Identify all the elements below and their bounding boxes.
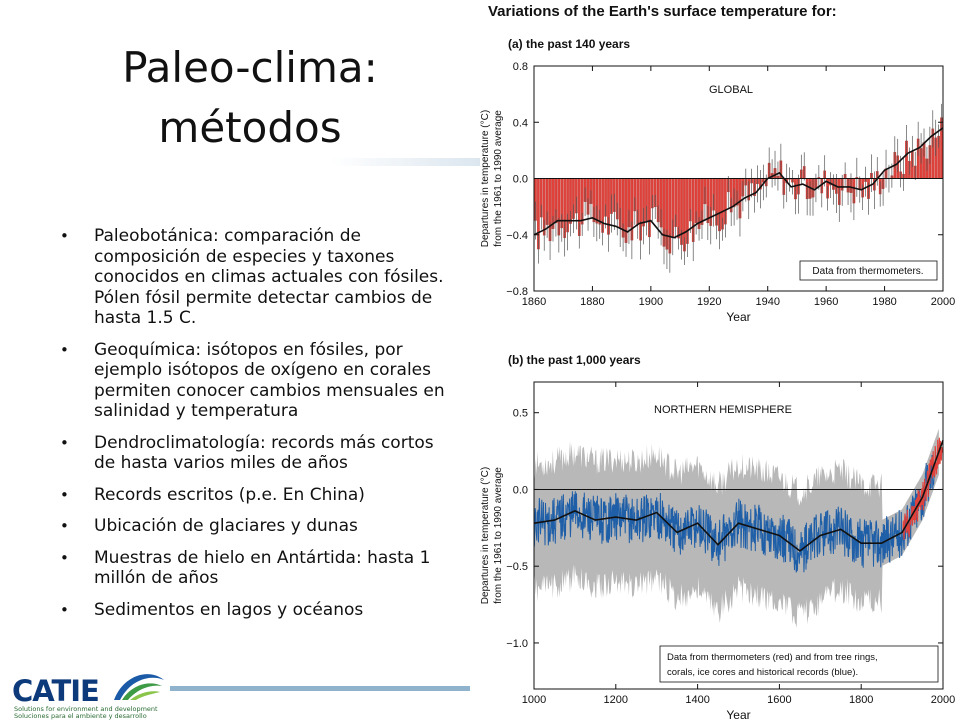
bullet-dot-icon: • <box>60 340 69 359</box>
bullet-dot-icon: • <box>60 517 69 535</box>
x-tick-label: 1900 <box>639 296 663 308</box>
x-tick-label: 1880 <box>580 296 604 308</box>
x-tick-label: 1860 <box>522 296 546 308</box>
slide-title-line-1: Paleo-clima: <box>122 43 378 92</box>
catie-logo: CATIE Solutions for environment and deve… <box>12 668 172 720</box>
y-tick-label: −0.5 <box>506 561 528 573</box>
bullet-dot-icon: • <box>60 548 69 567</box>
bullet-item: • Ubicación de glaciares y dunas <box>60 516 455 537</box>
x-tick-label: 1940 <box>755 296 779 308</box>
panel-label: GLOBAL <box>709 84 753 96</box>
figure-title: Variations of the Earth's surface temper… <box>488 3 837 20</box>
bullet-text: Dendroclimatología: records más cortos d… <box>94 432 434 474</box>
slide-title-line-2: métodos <box>158 102 342 152</box>
note-text: Data from thermometers (red) and from tr… <box>667 652 878 663</box>
y-axis-label: Departures in temperature (°C) <box>480 110 491 247</box>
y-tick-label: −0.8 <box>506 286 528 298</box>
bullet-dot-icon: • <box>60 600 69 619</box>
y-tick-label: −0.4 <box>506 230 528 242</box>
bullet-text: Ubicación de glaciares y dunas <box>94 516 358 536</box>
note-text: corals, ice cores and historical records… <box>667 667 858 678</box>
y-tick-label: 0.8 <box>513 61 528 73</box>
bullet-text: Paleobotánica: comparación de composició… <box>94 226 444 328</box>
x-tick-label: 1600 <box>767 694 791 706</box>
y-tick-label: 0.0 <box>513 174 528 186</box>
bullet-item: • Paleobotánica: comparación de composici… <box>60 226 455 329</box>
y-axis-label: from the 1961 to 1990 average <box>493 467 504 604</box>
logo-tagline-es: Soluciones para el ambiente y desarrollo <box>14 712 147 720</box>
bullet-item: • Geoquímica: isótopos en fósiles, por ej… <box>60 340 455 422</box>
x-tick-label: 1200 <box>604 694 628 706</box>
x-axis-label: Year <box>726 310 750 324</box>
footer-divider <box>170 686 470 691</box>
bullet-dot-icon: • <box>60 433 69 452</box>
bullet-dot-icon: • <box>60 485 69 504</box>
y-tick-label: −1.0 <box>506 638 528 650</box>
uncertainty-band <box>534 428 939 628</box>
panel-label: NORTHERN HEMISPHERE <box>654 404 792 416</box>
x-tick-label: 2000 <box>931 296 955 308</box>
x-tick-label: 2000 <box>931 694 955 706</box>
bullet-text: Sedimentos en lagos y océanos <box>94 599 364 620</box>
x-axis-label: Year <box>726 708 750 720</box>
logo-tagline-en: Solutions for environment and developmen… <box>14 705 158 713</box>
bullet-text: Muestras de hielo en Antártida: hasta 1 … <box>94 547 431 589</box>
bullet-item: • Records escritos (p.e. En China) <box>60 485 455 506</box>
bullet-item: • Sedimentos en lagos y océanos <box>60 600 455 621</box>
x-tick-label: 1400 <box>685 694 709 706</box>
bullet-list: • Paleobotánica: comparación de composici… <box>60 226 455 631</box>
note-box <box>799 260 938 281</box>
x-tick-label: 1960 <box>814 296 838 308</box>
bullet-text: Records escritos (p.e. En China) <box>94 484 365 505</box>
y-tick-label: 0.4 <box>513 117 528 129</box>
title-decoration-band <box>330 158 480 166</box>
x-tick-label: 1000 <box>522 694 546 706</box>
plot-frame <box>533 381 944 690</box>
x-tick-label: 1980 <box>872 296 896 308</box>
y-tick-label: 0.5 <box>513 408 528 420</box>
bullet-item: • Dendroclimatología: records más cortos … <box>60 433 455 474</box>
y-tick-label: 0.0 <box>513 484 528 496</box>
logo-name: CATIE <box>12 674 100 708</box>
note-box <box>659 645 939 683</box>
proxy-series-line <box>533 454 936 573</box>
bullet-dot-icon: • <box>60 227 69 245</box>
chart-subtitle: (a) the past 140 years <box>508 37 630 51</box>
slide-title: Paleo-clima: métodos <box>60 38 440 157</box>
y-axis-label: Departures in temperature (°C) <box>480 467 491 604</box>
thermometer-series-line <box>902 437 943 540</box>
x-tick-label: 1920 <box>697 296 721 308</box>
bullet-item: • Muestras de hielo en Antártida: hasta 1… <box>60 548 455 589</box>
chart-subtitle: (b) the past 1,000 years <box>508 353 641 367</box>
logo-swoosh-icon <box>114 674 164 700</box>
smoothed-trend-line <box>533 127 944 239</box>
y-axis-label: from the 1961 to 1990 average <box>493 110 504 247</box>
note-text: Data from thermometers. <box>812 266 923 277</box>
x-tick-label: 1800 <box>849 694 873 706</box>
bullet-text: Geoquímica: isótopos en fósiles, por eje… <box>94 339 445 422</box>
